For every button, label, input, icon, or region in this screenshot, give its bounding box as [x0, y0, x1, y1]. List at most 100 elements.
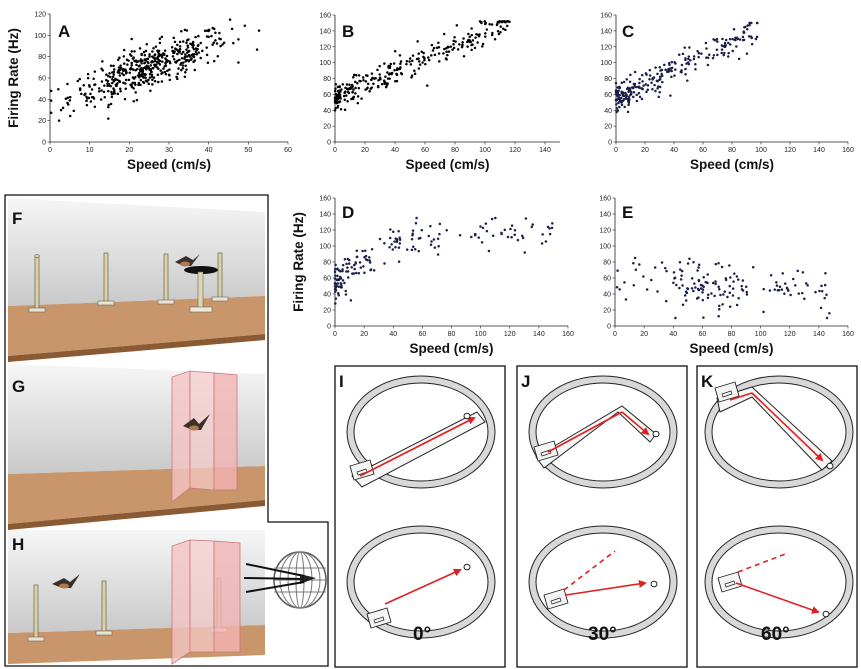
data-point	[470, 43, 473, 47]
data-point	[702, 285, 705, 288]
data-point	[697, 278, 701, 282]
data-point	[684, 67, 687, 71]
data-point	[343, 98, 346, 101]
data-point	[180, 68, 183, 72]
x-tick-label: 60	[699, 147, 707, 154]
data-point	[184, 60, 187, 63]
data-point	[654, 66, 657, 69]
data-point	[410, 248, 414, 252]
data-point	[513, 233, 516, 237]
x-tick-label: 140	[533, 331, 545, 338]
data-point	[122, 48, 126, 52]
data-point	[335, 284, 339, 288]
data-point	[731, 287, 735, 290]
data-point	[446, 53, 449, 57]
data-point	[624, 298, 628, 301]
data-point	[337, 293, 341, 297]
data-point	[659, 69, 662, 72]
data-point	[366, 258, 369, 262]
y-tick-label: 40	[323, 108, 331, 115]
data-point	[345, 262, 348, 266]
data-point	[712, 54, 716, 57]
panel-i-frame	[334, 365, 506, 668]
data-point	[109, 64, 113, 67]
data-point	[380, 82, 384, 86]
data-point	[674, 62, 677, 65]
data-point	[480, 21, 483, 25]
data-point	[111, 81, 114, 85]
data-point	[144, 59, 147, 62]
panel-label-g: G	[12, 377, 25, 396]
data-point	[164, 62, 167, 65]
data-point	[107, 117, 110, 120]
data-point	[172, 36, 176, 40]
data-point	[447, 45, 450, 49]
data-point	[719, 293, 722, 297]
data-point	[359, 266, 363, 269]
data-point	[429, 243, 433, 247]
data-point	[481, 42, 485, 46]
data-point	[692, 55, 696, 58]
data-point	[621, 92, 625, 95]
data-point	[490, 217, 494, 221]
data-point	[160, 80, 164, 83]
data-point	[740, 288, 744, 291]
data-point	[364, 80, 368, 83]
data-point	[207, 29, 210, 33]
data-point	[64, 97, 68, 100]
data-point	[411, 229, 415, 232]
data-point	[445, 58, 448, 61]
data-point	[145, 64, 149, 67]
data-point	[393, 68, 396, 72]
data-point	[124, 82, 127, 85]
data-point	[357, 74, 361, 77]
data-point	[828, 311, 831, 315]
data-point	[350, 265, 353, 269]
data-point	[728, 305, 732, 308]
data-point	[101, 60, 104, 63]
data-point	[348, 258, 351, 262]
data-point	[476, 41, 479, 44]
data-point	[648, 78, 651, 81]
data-point	[113, 68, 116, 71]
x-tick-label: 60	[421, 147, 429, 154]
data-point	[724, 44, 728, 47]
data-point	[633, 70, 637, 74]
y-tick-label: 40	[38, 97, 46, 104]
data-point	[119, 64, 122, 67]
data-point	[796, 269, 800, 273]
data-point	[672, 271, 676, 274]
y-tick-label: 20	[604, 124, 612, 131]
data-point	[541, 233, 544, 236]
data-point	[194, 35, 197, 39]
x-tick-label: 40	[391, 147, 399, 154]
data-point	[84, 92, 87, 96]
y-tick-label: 80	[323, 260, 331, 267]
data-point	[339, 107, 343, 111]
data-point	[620, 81, 624, 84]
data-point	[504, 28, 507, 32]
data-point	[197, 51, 200, 54]
data-point	[477, 236, 480, 239]
data-point	[390, 71, 394, 75]
data-point	[394, 245, 397, 249]
data-point	[166, 69, 169, 72]
data-point	[176, 52, 179, 56]
data-point	[351, 90, 354, 94]
y-tick-label: 60	[38, 76, 46, 83]
data-point	[90, 95, 94, 99]
x-tick-label: 40	[389, 331, 397, 338]
x-axis-label: Speed (cm/s)	[127, 157, 211, 172]
data-point	[182, 50, 185, 54]
pole	[97, 252, 115, 306]
data-point	[139, 83, 142, 87]
data-point	[632, 283, 636, 287]
data-point	[683, 46, 686, 49]
x-axis-label: Speed (cm/s)	[689, 341, 773, 356]
data-point	[657, 95, 661, 99]
data-point	[184, 53, 187, 56]
data-point	[702, 316, 705, 319]
data-point	[510, 236, 513, 239]
data-point	[411, 245, 415, 249]
data-point	[168, 78, 172, 82]
